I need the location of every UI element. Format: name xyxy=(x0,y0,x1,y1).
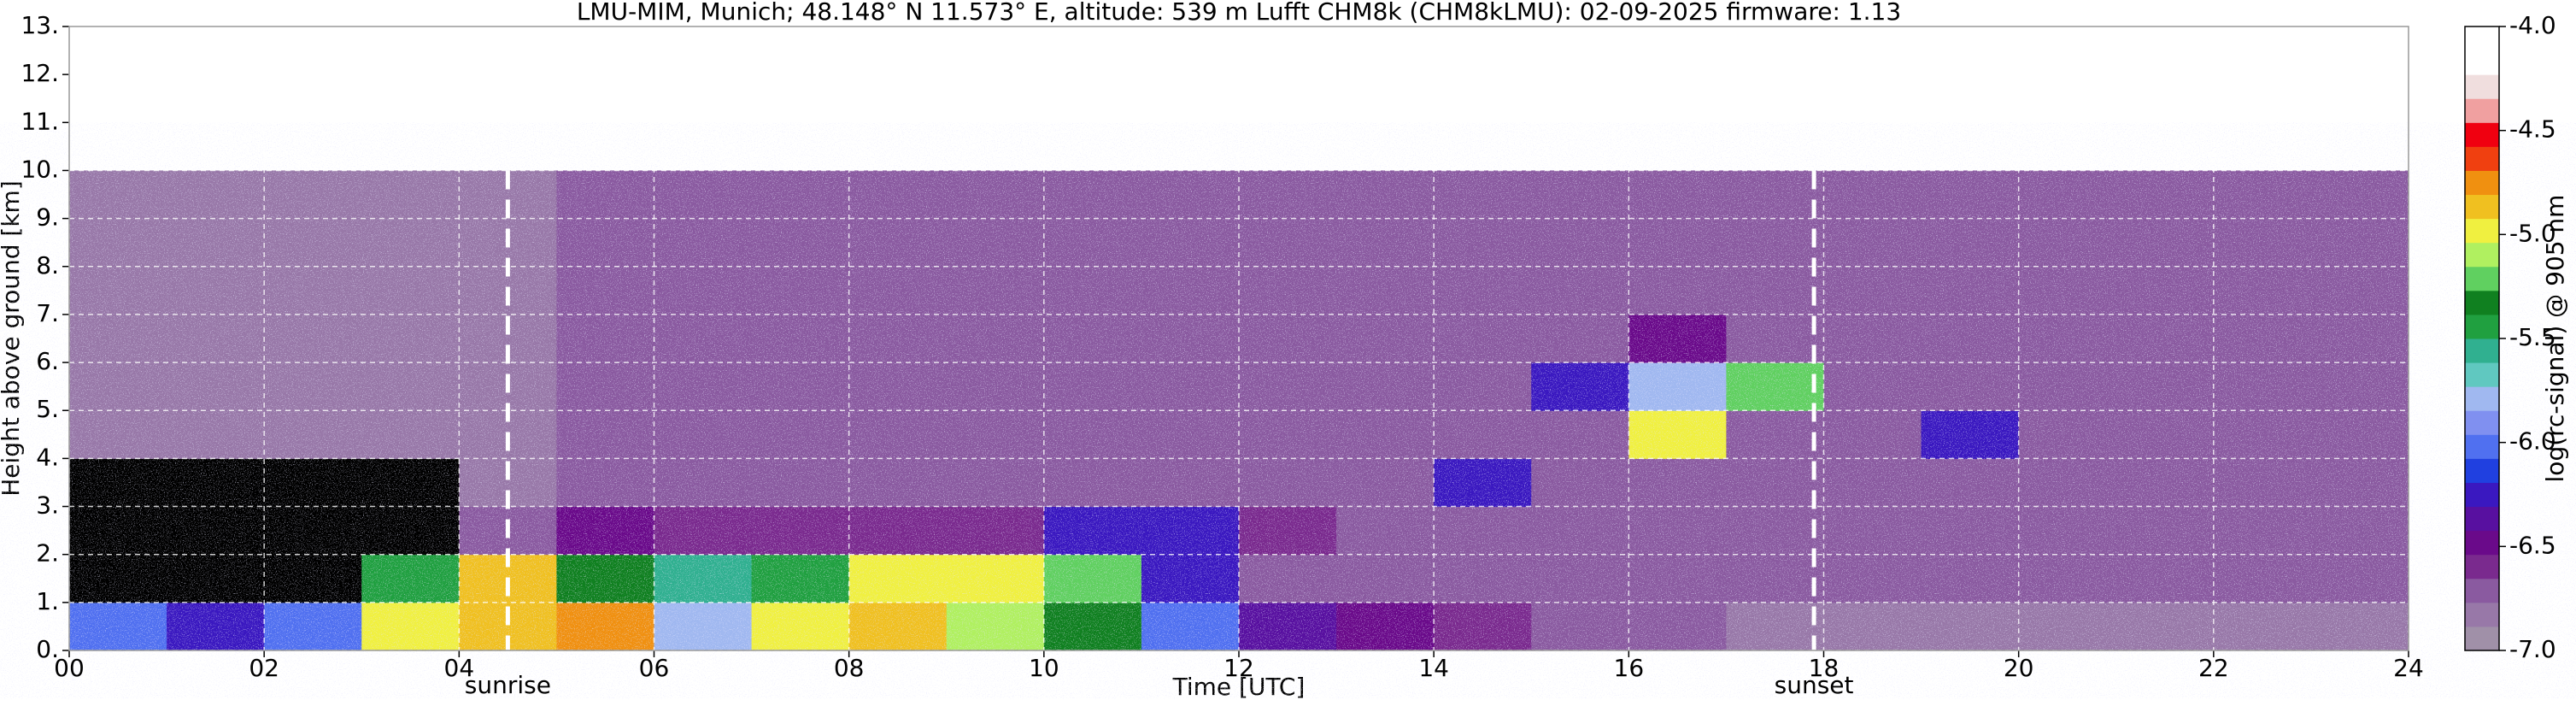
colorbar-swatch xyxy=(2465,458,2499,483)
colorbar-swatch xyxy=(2465,266,2499,291)
plot-frame xyxy=(68,26,2409,651)
colorbar-swatch xyxy=(2465,170,2499,196)
y-tick-label: 0. xyxy=(36,635,59,663)
y-tick-label: 4. xyxy=(36,443,59,471)
colorbar-swatch xyxy=(2465,530,2499,556)
y-tick-label: 2. xyxy=(36,539,59,568)
colorbar-swatch xyxy=(2465,338,2499,363)
x-tick-label: 16 xyxy=(1614,654,1645,682)
chart-title: LMU-MIM, Munich; 48.148° N 11.573° E, al… xyxy=(577,0,1901,26)
colorbar-tick-label: -5.5 xyxy=(2509,323,2556,351)
x-tick-label: 20 xyxy=(2004,654,2034,682)
colorbar-swatch xyxy=(2465,578,2499,603)
x-tick-label: 06 xyxy=(639,654,670,682)
y-axis-label: Height above ground [km] xyxy=(0,180,25,497)
colorbar-swatch xyxy=(2465,386,2499,411)
colorbar-swatch xyxy=(2465,74,2499,99)
colorbar-swatch xyxy=(2465,434,2499,459)
colorbar-tick-label: -6.0 xyxy=(2509,427,2556,456)
y-tick-label: 7. xyxy=(36,299,59,327)
colorbar-tick-label: -4.0 xyxy=(2509,11,2556,39)
y-tick-label: 1. xyxy=(36,587,59,615)
colorbar-swatch xyxy=(2465,146,2499,171)
x-tick-label: 04 xyxy=(444,654,475,682)
colorbar-swatch xyxy=(2465,122,2499,147)
y-tick-label: 5. xyxy=(36,395,59,423)
x-tick-label: 18 xyxy=(1809,654,1840,682)
x-tick-label: 10 xyxy=(1029,654,1059,682)
x-tick-label: 00 xyxy=(54,654,85,682)
colorbar-swatch xyxy=(2465,242,2499,268)
colorbar-swatch xyxy=(2465,314,2499,339)
colorbar-swatch xyxy=(2465,218,2499,244)
colorbar-swatch xyxy=(2465,482,2499,508)
annotation-label: sunset xyxy=(1775,671,1854,699)
y-tick-label: 13. xyxy=(21,11,59,39)
x-tick-label: 08 xyxy=(834,654,865,682)
x-tick-label: 22 xyxy=(2198,654,2229,682)
y-tick-label: 6. xyxy=(36,347,59,375)
y-tick-label: 11. xyxy=(21,107,59,135)
colorbar-tick-label: -4.5 xyxy=(2509,115,2556,144)
colorbar-swatch xyxy=(2465,50,2499,75)
y-tick-label: 3. xyxy=(36,491,59,520)
x-tick-label: 02 xyxy=(249,654,279,682)
x-tick-label: 14 xyxy=(1418,654,1449,682)
colorbar-swatch xyxy=(2465,26,2499,51)
colorbar-swatch xyxy=(2465,602,2499,627)
colorbar-swatch xyxy=(2465,626,2499,651)
y-tick-label: 9. xyxy=(36,203,59,232)
annotation-label: sunrise xyxy=(465,671,551,699)
colorbar-label: log(rc-signal) @ 905 nm xyxy=(2541,195,2569,483)
x-tick-label: 12 xyxy=(1223,654,1254,682)
y-tick-label: 8. xyxy=(36,251,59,279)
colorbar-swatch xyxy=(2465,362,2499,387)
colorbar-swatch xyxy=(2465,410,2499,435)
colorbar-tick-label: -7.0 xyxy=(2509,635,2556,663)
colorbar-tick-label: -6.5 xyxy=(2509,531,2556,559)
y-tick-label: 12. xyxy=(21,59,59,87)
x-tick-label: 24 xyxy=(2393,654,2424,682)
colorbar-swatch xyxy=(2465,98,2499,123)
colorbar-swatch xyxy=(2465,506,2499,532)
colorbar-swatch xyxy=(2465,290,2499,315)
colorbar-tick-label: -5.0 xyxy=(2509,219,2556,247)
y-tick-label: 10. xyxy=(21,155,59,183)
colorbar-swatch xyxy=(2465,194,2499,220)
colorbar-swatch xyxy=(2465,554,2499,580)
x-axis-label: Time [UTC] xyxy=(1172,673,1306,701)
